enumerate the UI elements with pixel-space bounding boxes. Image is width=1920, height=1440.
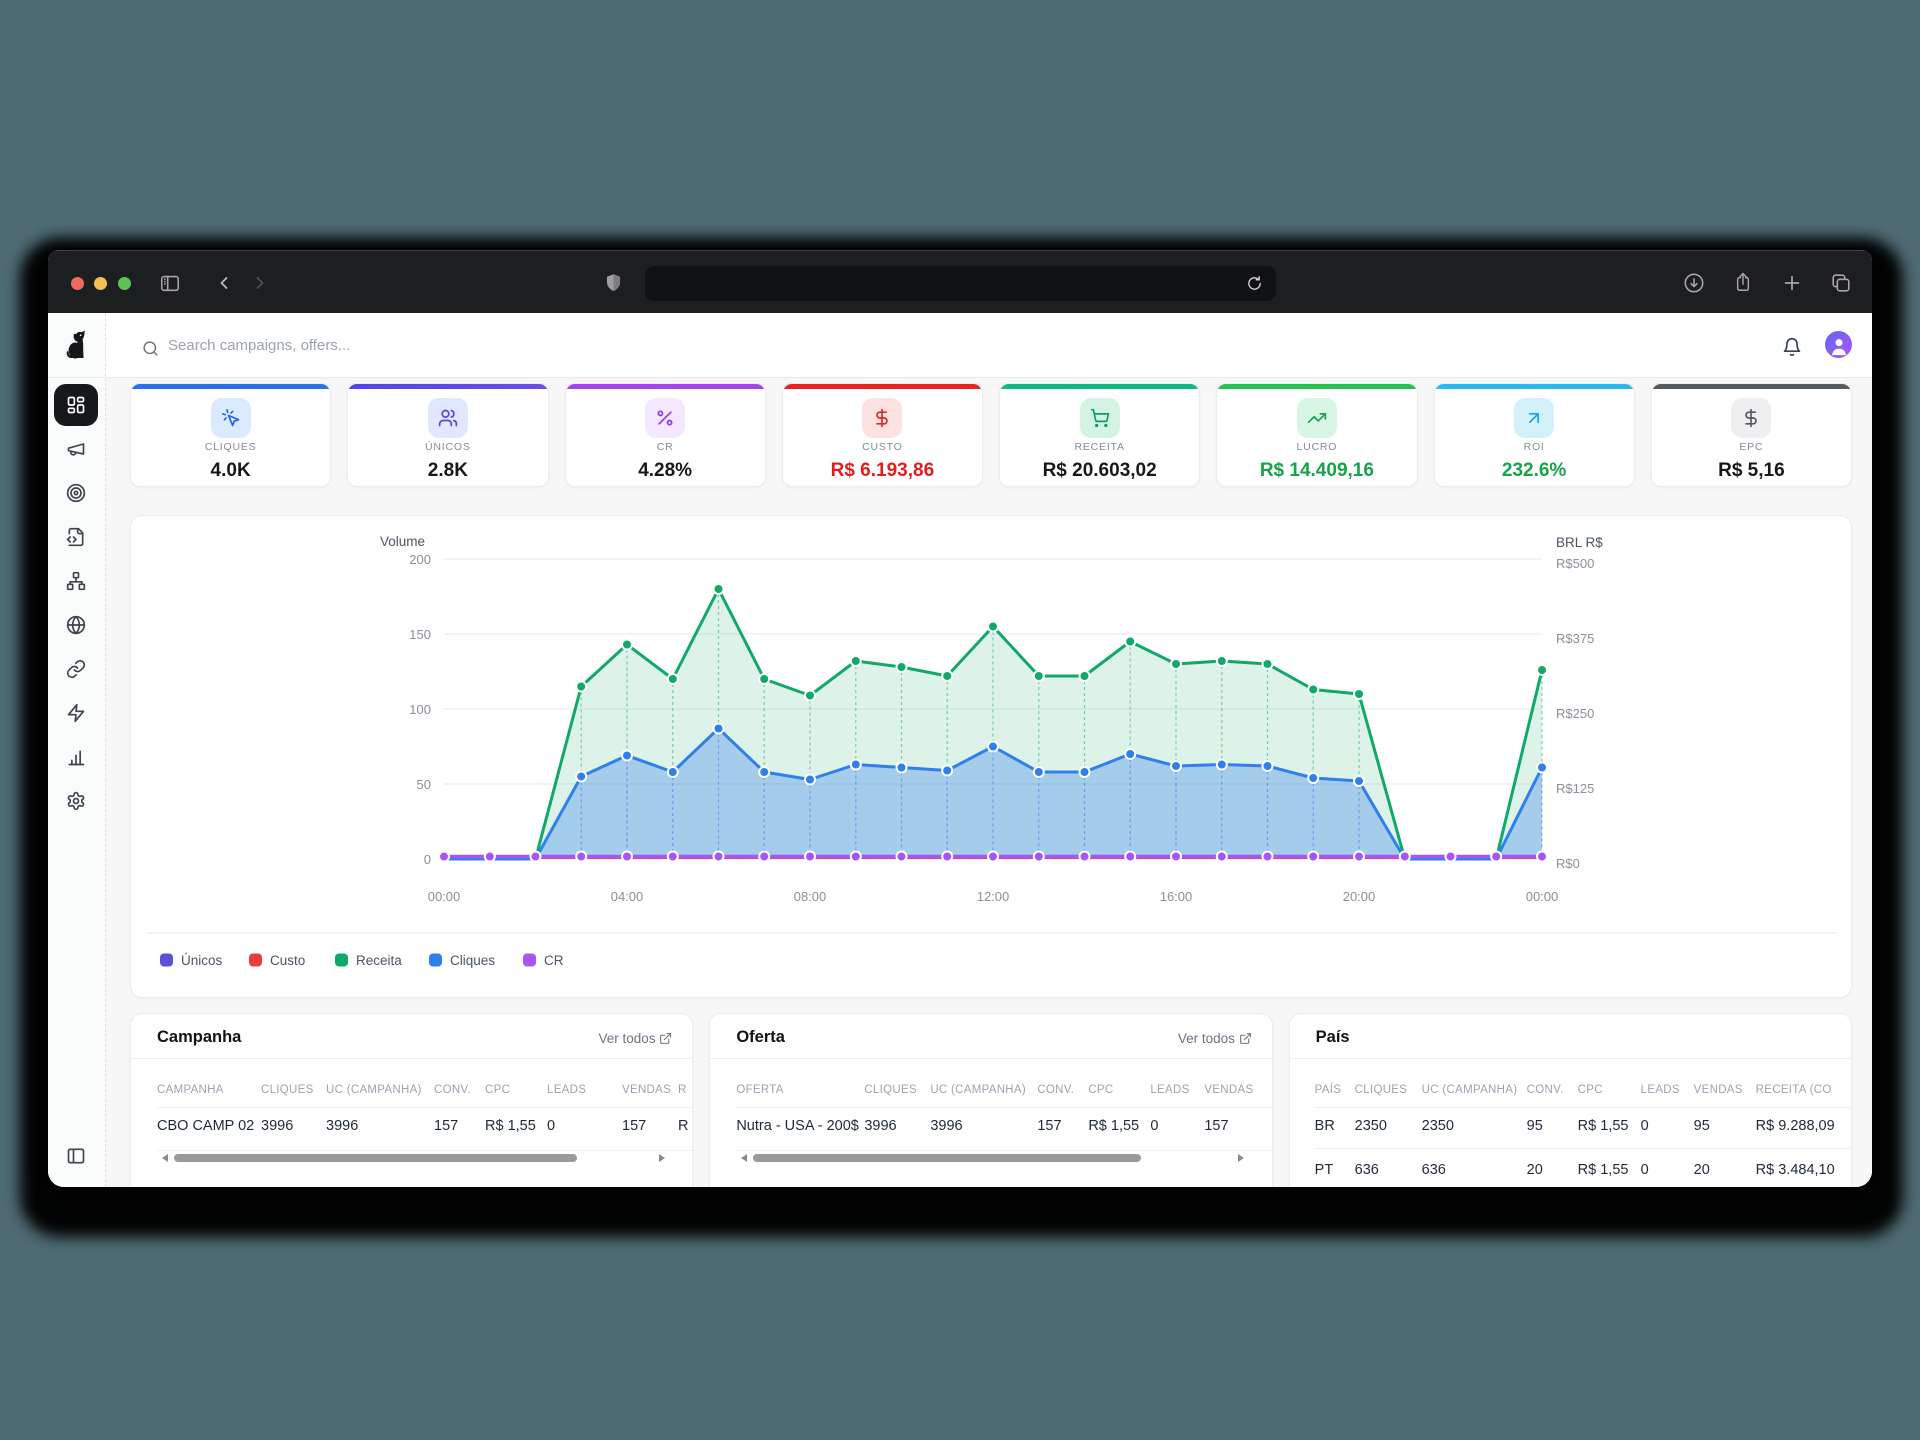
svg-text:00:00: 00:00	[428, 889, 461, 904]
svg-text:200: 200	[409, 552, 431, 567]
svg-text:150: 150	[409, 627, 431, 642]
svg-text:04:00: 04:00	[611, 889, 644, 904]
svg-text:0: 0	[424, 852, 431, 867]
svg-text:R$500: R$500	[1556, 556, 1594, 571]
svg-text:Cliques: Cliques	[450, 953, 495, 968]
svg-text:R$250: R$250	[1556, 706, 1594, 721]
svg-text:BRL R$: BRL R$	[1556, 535, 1603, 550]
svg-text:20:00: 20:00	[1343, 889, 1376, 904]
svg-text:00:00: 00:00	[1526, 889, 1559, 904]
svg-text:100: 100	[409, 702, 431, 717]
svg-text:R$125: R$125	[1556, 781, 1594, 796]
svg-text:Únicos: Únicos	[181, 953, 223, 968]
svg-text:Volume: Volume	[380, 534, 425, 549]
svg-text:50: 50	[417, 777, 431, 792]
svg-text:CR: CR	[544, 953, 564, 968]
svg-text:R$375: R$375	[1556, 631, 1594, 646]
svg-text:16:00: 16:00	[1160, 889, 1193, 904]
svg-text:12:00: 12:00	[977, 889, 1010, 904]
svg-text:Receita: Receita	[356, 953, 402, 968]
svg-text:Custo: Custo	[270, 953, 305, 968]
svg-text:08:00: 08:00	[794, 889, 827, 904]
svg-text:R$0: R$0	[1556, 856, 1580, 871]
